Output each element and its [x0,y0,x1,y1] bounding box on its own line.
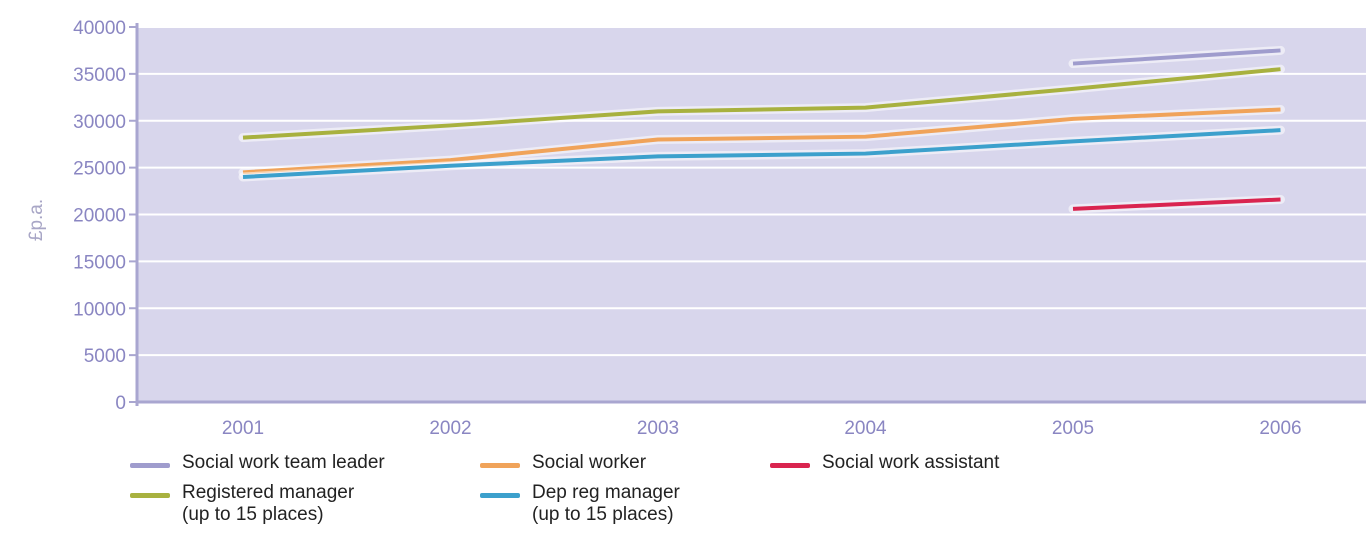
legend-label-line: Dep reg manager [532,482,680,503]
legend-item: Social worker [480,452,646,474]
gridlines [137,26,1366,357]
series-line-dep-reg-manager [242,128,1281,179]
legend-label-line: Social work team leader [182,452,385,473]
x-axis-ticks: 2001 2002 2003 2004 2005 2006 [222,418,1302,439]
line-chart: 0 5000 10000 15000 20000 25000 30000 35000 40000… [26,18,1366,439]
legend-swatch [130,463,170,468]
legend-swatch [770,463,810,468]
x-tick-label: 2002 [429,418,471,439]
legend-label: Registered manager (up to 15 places) [182,482,354,526]
y-tick-label: 35000 [73,65,126,86]
legend-label: Dep reg manager (up to 15 places) [532,482,680,526]
legend-label: Social work team leader [182,452,385,474]
series-line-social-work-team-leader [1072,48,1281,66]
y-axis-label: £p.a. [26,199,47,241]
y-tick-label: 25000 [73,159,126,180]
legend-swatch [480,463,520,468]
legend-label-line: Registered manager [182,482,355,503]
legend-item: Social work team leader [130,452,385,474]
y-axis-ticks: 0 5000 10000 15000 20000 25000 30000 35000 40000 [73,18,137,414]
series-line-social-work-assistant [1072,197,1281,211]
y-tick-label: 20000 [73,206,126,227]
y-tick-label: 10000 [73,299,126,320]
legend-label-line: (up to 15 places) [532,504,674,525]
series-line-social-worker [242,107,1281,175]
x-tick-label: 2003 [637,418,679,439]
chart-legend: Social work team leader Social worker Soci… [130,452,1230,542]
x-tick-label: 2005 [1052,418,1094,439]
y-tick-label: 5000 [84,346,126,367]
legend-item: Social work assistant [770,452,999,474]
y-tick-label: 30000 [73,112,126,133]
legend-label-line: Social work assistant [822,452,1000,473]
legend-label: Social worker [532,452,646,474]
legend-item: Registered manager (up to 15 places) [130,482,354,526]
y-tick-label: 15000 [73,252,126,273]
legend-item: Dep reg manager (up to 15 places) [480,482,680,526]
legend-label: Social work assistant [822,452,999,474]
x-tick-label: 2006 [1259,418,1301,439]
series-lines [238,45,1285,214]
legend-label-line: Social worker [532,452,647,473]
x-tick-label: 2001 [222,418,264,439]
y-tick-label: 40000 [73,18,126,39]
legend-swatch [130,493,170,498]
y-tick-label: 0 [115,393,126,414]
legend-label-line: (up to 15 places) [182,504,324,525]
series-line-registered-manager [242,67,1281,140]
legend-swatch [480,493,520,498]
x-tick-label: 2004 [844,418,887,439]
